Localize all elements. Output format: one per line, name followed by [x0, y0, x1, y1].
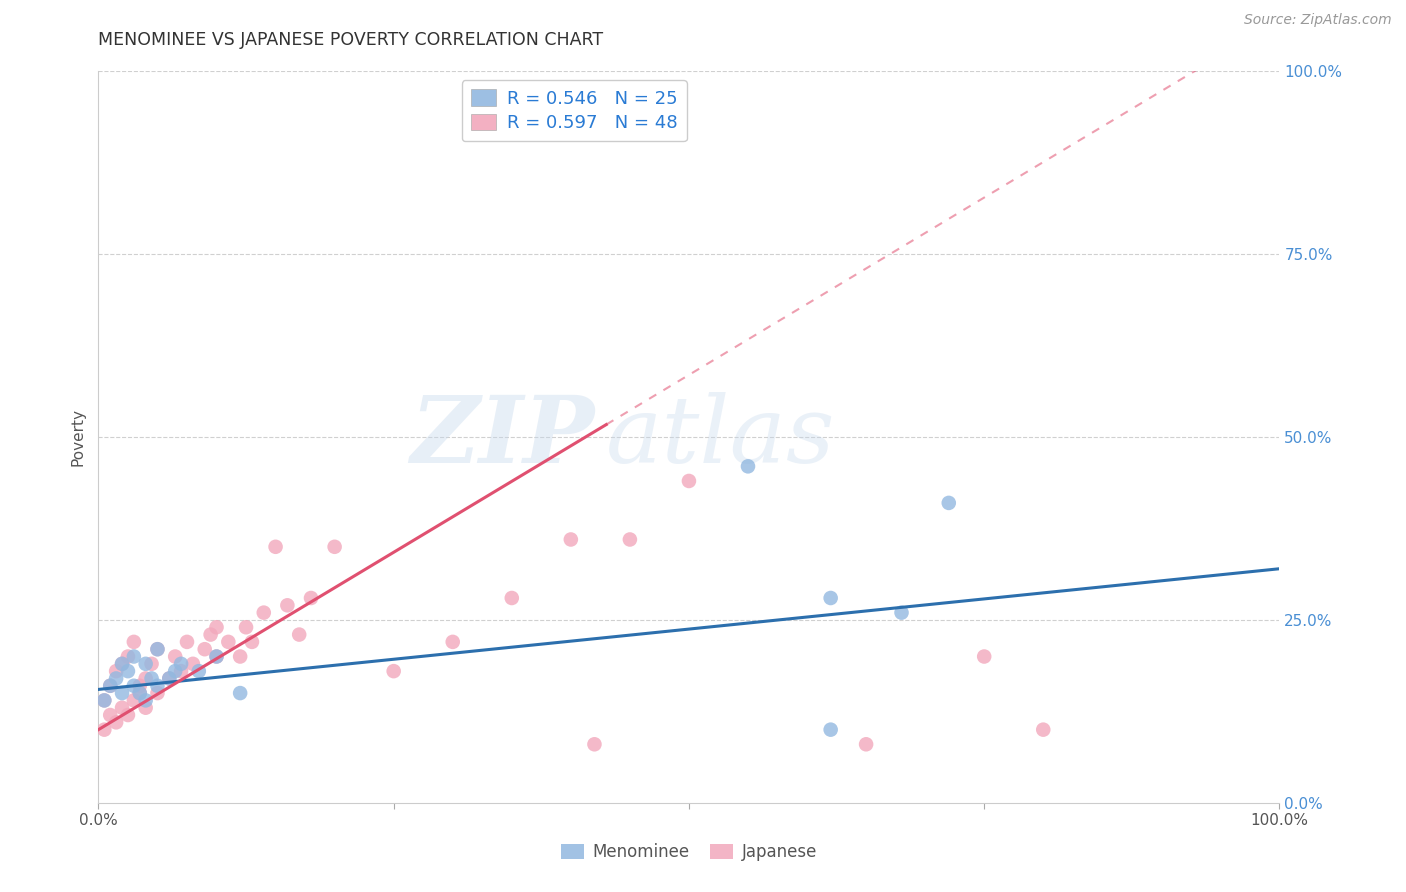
Point	[560, 533, 582, 547]
Point	[205, 649, 228, 664]
Point	[111, 657, 134, 671]
Point	[288, 627, 311, 641]
Point	[176, 635, 198, 649]
Point	[194, 642, 217, 657]
Point	[98, 708, 121, 723]
Point	[501, 591, 523, 605]
Point	[105, 664, 128, 678]
Point	[890, 606, 912, 620]
Point	[135, 672, 157, 686]
Point	[205, 620, 228, 634]
Point	[187, 664, 209, 678]
Y-axis label: Poverty: Poverty	[70, 408, 86, 467]
Point	[217, 635, 239, 649]
Point	[299, 591, 322, 605]
Point	[141, 672, 163, 686]
Point	[122, 693, 145, 707]
Point	[93, 693, 115, 707]
Point	[170, 657, 193, 671]
Point	[111, 700, 134, 714]
Point	[146, 642, 169, 657]
Point	[229, 649, 252, 664]
Point	[111, 657, 134, 671]
Point	[1032, 723, 1054, 737]
Point	[105, 715, 128, 730]
Point	[157, 672, 180, 686]
Point	[619, 533, 641, 547]
Point	[98, 679, 121, 693]
Text: atlas: atlas	[606, 392, 835, 482]
Point	[200, 627, 222, 641]
Legend: Menominee, Japanese: Menominee, Japanese	[554, 837, 824, 868]
Point	[105, 672, 128, 686]
Point	[146, 686, 169, 700]
Point	[135, 657, 157, 671]
Point	[128, 679, 150, 693]
Point	[938, 496, 960, 510]
Text: Source: ZipAtlas.com: Source: ZipAtlas.com	[1244, 13, 1392, 28]
Point	[229, 686, 252, 700]
Point	[264, 540, 287, 554]
Point	[117, 649, 139, 664]
Point	[122, 679, 145, 693]
Point	[583, 737, 606, 751]
Point	[678, 474, 700, 488]
Point	[820, 723, 842, 737]
Point	[146, 679, 169, 693]
Point	[157, 672, 180, 686]
Point	[170, 664, 193, 678]
Point	[240, 635, 263, 649]
Point	[135, 693, 157, 707]
Text: MENOMINEE VS JAPANESE POVERTY CORRELATION CHART: MENOMINEE VS JAPANESE POVERTY CORRELATIO…	[98, 31, 603, 49]
Text: ZIP: ZIP	[411, 392, 595, 482]
Point	[135, 700, 157, 714]
Point	[122, 649, 145, 664]
Point	[205, 649, 228, 664]
Point	[141, 657, 163, 671]
Point	[117, 664, 139, 678]
Point	[93, 723, 115, 737]
Point	[122, 635, 145, 649]
Point	[973, 649, 995, 664]
Point	[117, 708, 139, 723]
Point	[737, 459, 759, 474]
Point	[128, 686, 150, 700]
Point	[165, 649, 187, 664]
Point	[146, 642, 169, 657]
Point	[165, 664, 187, 678]
Point	[820, 591, 842, 605]
Point	[382, 664, 405, 678]
Point	[323, 540, 346, 554]
Point	[93, 693, 115, 707]
Point	[253, 606, 276, 620]
Point	[276, 599, 298, 613]
Point	[181, 657, 204, 671]
Point	[128, 686, 150, 700]
Point	[441, 635, 464, 649]
Point	[235, 620, 257, 634]
Point	[111, 686, 134, 700]
Point	[855, 737, 877, 751]
Point	[98, 679, 121, 693]
